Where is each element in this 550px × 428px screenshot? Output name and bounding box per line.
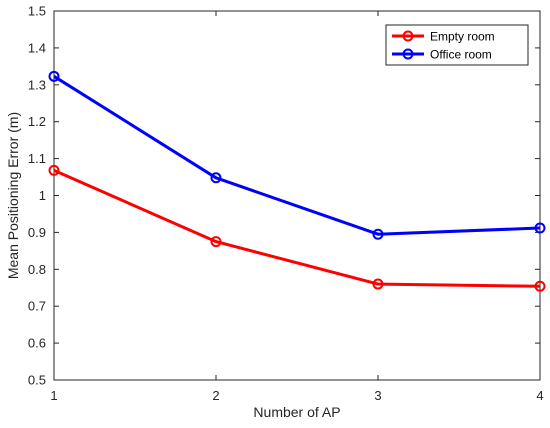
- series-1-point: [210, 172, 222, 184]
- plot-frame: [53, 10, 541, 381]
- y-tick-label: 0.8: [28, 262, 46, 277]
- y-tick-label: 0.9: [28, 225, 46, 240]
- series-0-point: [48, 164, 60, 176]
- series-0-point: [210, 236, 222, 248]
- x-axis: 1 2 3 4: [50, 11, 544, 403]
- legend-label: Empty room: [430, 30, 495, 44]
- series-1-point: [372, 228, 384, 240]
- x-tick-label: 2: [212, 388, 219, 403]
- legend-marker-1: [402, 48, 414, 60]
- y-axis-title: Mean Positioning Error (m): [5, 112, 21, 279]
- series-1-point: [534, 222, 546, 234]
- legend-marker-0: [402, 30, 414, 42]
- y-axis: 0.5 0.6 0.7 0.8 0.9 1 1.1 1.2 1.3 1.4 1.5: [28, 4, 540, 388]
- series-0-point: [372, 278, 384, 290]
- legend: Empty room Office room: [385, 24, 529, 66]
- y-tick-label: 0.5: [28, 373, 46, 388]
- x-axis-title: Number of AP: [253, 404, 340, 420]
- x-tick-label: 3: [374, 388, 381, 403]
- y-tick-label: 1.2: [28, 114, 46, 129]
- y-tick-label: 1.3: [28, 77, 46, 92]
- series-layer: [48, 70, 546, 292]
- y-tick-label: 1.5: [28, 4, 46, 19]
- y-tick-label: 1.4: [28, 40, 46, 55]
- series-1-point: [48, 70, 60, 82]
- legend-label: Office room: [430, 48, 492, 62]
- y-tick-label: 0.7: [28, 299, 46, 314]
- series-0-point: [534, 280, 546, 292]
- series-line-1: [53, 75, 541, 236]
- y-tick-label: 1: [39, 188, 46, 203]
- y-tick-label: 0.6: [28, 336, 46, 351]
- plot-area: [53, 10, 541, 381]
- x-tick-label: 4: [536, 388, 543, 403]
- y-tick-label: 1.1: [28, 151, 46, 166]
- x-tick-label: 1: [50, 388, 57, 403]
- series-line-0: [53, 169, 541, 288]
